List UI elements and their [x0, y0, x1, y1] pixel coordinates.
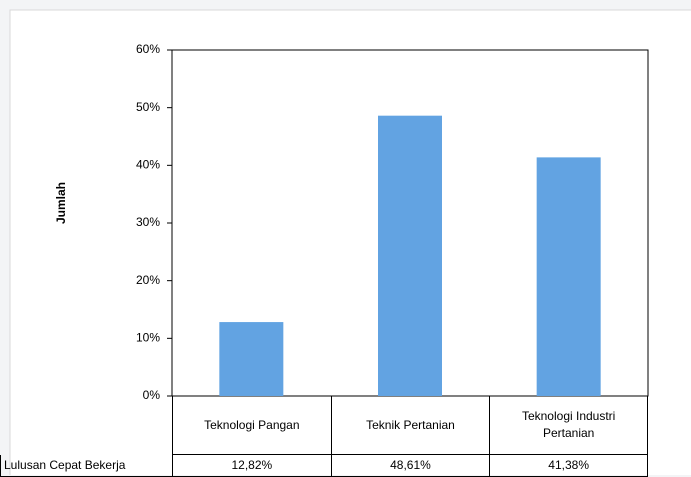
x-tick-label: Teknologi Industri Pertanian: [489, 396, 648, 455]
bar: [219, 322, 284, 396]
legend-entry: Lulusan Cepat Bekerja: [0, 455, 172, 477]
y-tick-label: 60%: [136, 42, 160, 56]
y-tick-label: 10%: [136, 331, 160, 345]
data-label: 41,38%: [489, 455, 648, 477]
bar: [536, 157, 601, 396]
data-label: 48,61%: [330, 455, 490, 477]
y-axis-label: Jumlah: [54, 182, 68, 224]
bar: [378, 115, 442, 396]
x-tick-label: Teknik Pertanian: [330, 396, 490, 455]
y-tick-label: 30%: [136, 215, 160, 229]
y-tick-label: 20%: [136, 273, 160, 287]
data-label: 12,82%: [172, 455, 331, 477]
y-tick-label: 50%: [136, 100, 160, 114]
x-tick-label: Teknologi Pangan: [172, 396, 331, 455]
y-tick-label: 40%: [136, 158, 160, 172]
y-tick-label: 0%: [143, 388, 161, 402]
